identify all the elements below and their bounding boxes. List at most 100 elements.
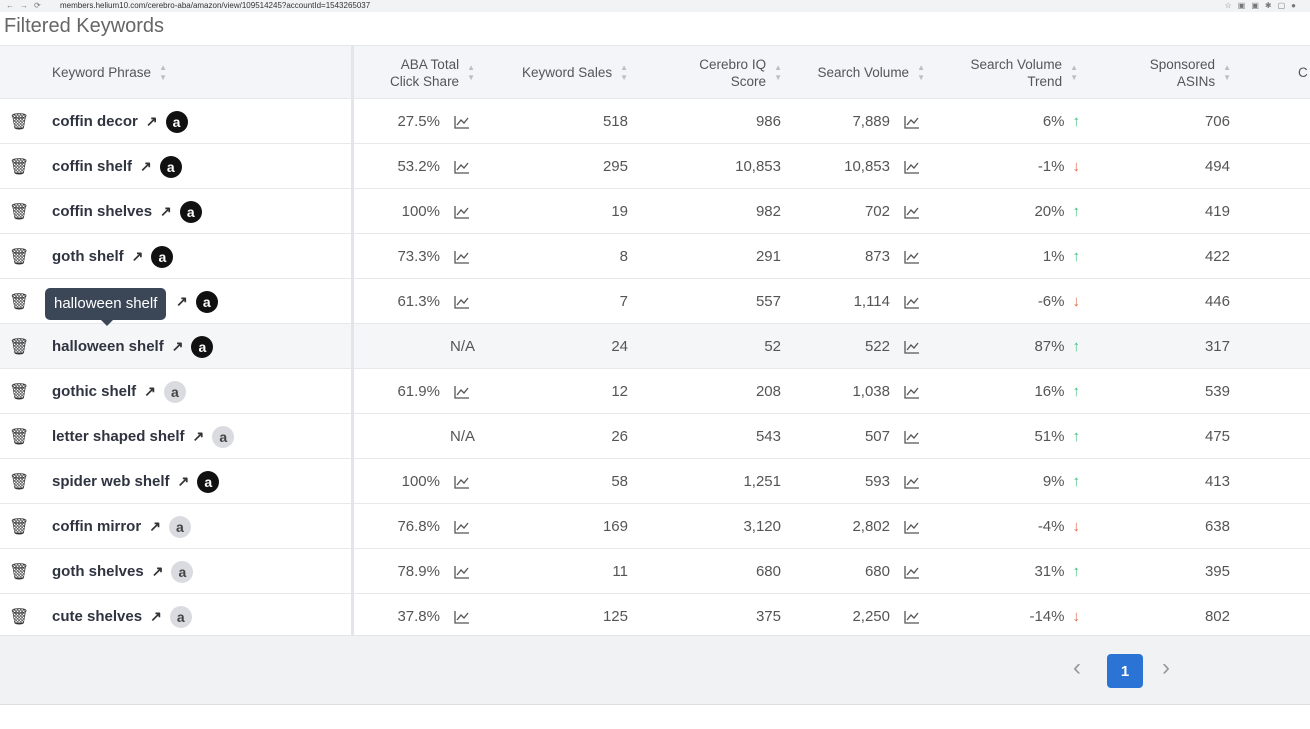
trend-chart-icon[interactable] xyxy=(454,295,470,309)
trend-chart-icon[interactable] xyxy=(904,205,920,219)
delete-icon[interactable]: 🗑︎ xyxy=(9,608,30,626)
arrow-up-icon: ↑ xyxy=(1072,473,1081,490)
sort-icon[interactable]: ▲ ▼ xyxy=(1070,62,1078,82)
delete-icon[interactable]: 🗑︎ xyxy=(9,338,30,356)
sort-icon[interactable]: ▲ ▼ xyxy=(620,62,628,82)
col-search-volume[interactable]: Search Volume ▲ ▼ xyxy=(818,46,925,99)
amazon-icon[interactable]: a xyxy=(195,290,218,313)
trend-chart-icon[interactable] xyxy=(454,565,470,579)
trend-chart-icon[interactable] xyxy=(454,205,470,219)
next-page-button[interactable]: › xyxy=(1162,654,1170,681)
keyword-sales: 518 xyxy=(602,113,628,130)
trend-chart-icon[interactable] xyxy=(904,115,920,129)
delete-icon[interactable]: 🗑︎ xyxy=(9,113,30,131)
trend-chart-icon[interactable] xyxy=(454,475,470,489)
col-next[interactable]: C xyxy=(1298,46,1308,99)
trend-chart-icon[interactable] xyxy=(454,520,470,534)
col-iq[interactable]: Cerebro IQ Score ▲ ▼ xyxy=(699,46,782,99)
col-aba[interactable]: ABA Total Click Share ▲ ▼ xyxy=(390,46,475,99)
keyword-text: cute shelves xyxy=(52,608,143,625)
amazon-icon[interactable]: a xyxy=(168,515,191,538)
external-link-icon[interactable]: ↗ xyxy=(171,338,184,354)
delete-icon[interactable]: 🗑︎ xyxy=(9,158,30,176)
trend-chart-icon[interactable] xyxy=(904,610,920,624)
external-link-icon[interactable]: ↗ xyxy=(150,608,162,624)
delete-icon[interactable]: 🗑︎ xyxy=(9,518,30,536)
search-volume-trend: -14% ↓ xyxy=(1029,608,1080,625)
trend-chart-icon[interactable] xyxy=(904,475,920,489)
keyword-sales: 24 xyxy=(611,338,628,355)
trend-chart-icon[interactable] xyxy=(904,565,920,579)
external-link-icon[interactable]: ↗ xyxy=(145,113,158,129)
keyword-sales: 12 xyxy=(611,383,628,400)
search-volume: 680 xyxy=(865,549,920,594)
keyword-cell: cute shelves ↗ a xyxy=(52,594,192,639)
external-link-icon[interactable]: ↗ xyxy=(192,428,205,444)
sort-icon[interactable]: ▲ ▼ xyxy=(1223,62,1231,82)
col-keyword[interactable]: Keyword Phrase ▲ ▼ xyxy=(52,46,167,99)
col-trend[interactable]: Search Volume Trend ▲ ▼ xyxy=(971,46,1078,99)
prev-page-button[interactable]: ‹ xyxy=(1073,654,1081,681)
col-label: Cerebro IQ Score xyxy=(699,56,767,89)
sort-icon[interactable]: ▲ ▼ xyxy=(467,62,475,82)
external-link-icon[interactable]: ↗ xyxy=(176,293,188,309)
col-sales[interactable]: Keyword Sales ▲ ▼ xyxy=(522,46,628,99)
amazon-icon[interactable]: a xyxy=(165,110,188,133)
amazon-icon[interactable]: a xyxy=(179,200,202,223)
arrow-down-icon: ↓ xyxy=(1072,158,1081,175)
trend-chart-icon[interactable] xyxy=(904,340,920,354)
amazon-icon[interactable]: a xyxy=(163,380,186,403)
delete-icon[interactable]: 🗑︎ xyxy=(9,563,30,581)
trend-chart-icon[interactable] xyxy=(454,160,470,174)
external-link-icon[interactable]: ↗ xyxy=(131,248,144,264)
trend-chart-icon[interactable] xyxy=(454,115,470,129)
amazon-icon[interactable]: a xyxy=(191,335,214,358)
trend-chart-icon[interactable] xyxy=(904,250,920,264)
trend-chart-icon[interactable] xyxy=(904,520,920,534)
external-link-icon[interactable]: ↗ xyxy=(177,473,190,489)
url-field[interactable]: members.helium10.com/cerebro-aba/amazon/… xyxy=(60,1,371,10)
amazon-icon[interactable]: a xyxy=(197,470,220,493)
extension-icons[interactable]: ☆▣▣✱▢● xyxy=(1224,1,1302,10)
col-label: ABA Total Click Share xyxy=(390,56,460,89)
external-link-icon[interactable]: ↗ xyxy=(144,383,156,399)
amazon-icon[interactable]: a xyxy=(171,560,194,583)
sponsored-asins: 446 xyxy=(1204,293,1230,310)
delete-icon[interactable]: 🗑︎ xyxy=(9,248,30,266)
col-label: C xyxy=(1298,65,1308,80)
amazon-icon[interactable]: a xyxy=(159,155,182,178)
trend-chart-icon[interactable] xyxy=(454,250,470,264)
arrow-up-icon: ↑ xyxy=(1072,563,1081,580)
external-link-icon[interactable]: ↗ xyxy=(149,518,161,534)
delete-icon[interactable]: 🗑︎ xyxy=(9,383,30,401)
sort-icon[interactable]: ▲ ▼ xyxy=(159,62,167,82)
trend-chart-icon[interactable] xyxy=(904,295,920,309)
amazon-icon[interactable]: a xyxy=(151,245,174,268)
sort-icon[interactable]: ▲ ▼ xyxy=(917,62,925,82)
delete-icon[interactable]: 🗑︎ xyxy=(9,293,30,311)
cerebro-iq-score: 543 xyxy=(755,428,781,445)
delete-icon[interactable]: 🗑︎ xyxy=(9,473,30,491)
search-volume: 2,250 xyxy=(852,594,920,639)
browser-nav-icons[interactable]: ←→⟳ xyxy=(6,1,47,10)
arrow-up-icon: ↑ xyxy=(1072,203,1081,220)
delete-icon[interactable]: 🗑︎ xyxy=(9,203,30,221)
trend-chart-icon[interactable] xyxy=(454,610,470,624)
trend-chart-icon[interactable] xyxy=(904,160,920,174)
page-1-button[interactable]: 1 xyxy=(1107,654,1143,688)
col-sponsored-asins[interactable]: Sponsored ASINs ▲ ▼ xyxy=(1150,46,1231,99)
trend-chart-icon[interactable] xyxy=(904,385,920,399)
external-link-icon[interactable]: ↗ xyxy=(160,203,172,219)
external-link-icon[interactable]: ↗ xyxy=(140,158,152,174)
sort-icon[interactable]: ▲ ▼ xyxy=(774,62,782,82)
amazon-icon[interactable]: a xyxy=(169,605,192,628)
aba-click-share: 73.3% xyxy=(397,234,470,279)
table-footer: ‹ 1 › xyxy=(0,635,1310,705)
external-link-icon[interactable]: ↗ xyxy=(151,563,164,579)
trend-chart-icon[interactable] xyxy=(904,430,920,444)
amazon-icon[interactable]: a xyxy=(212,425,235,448)
trend-chart-icon[interactable] xyxy=(454,385,470,399)
cerebro-iq-score: 1,251 xyxy=(743,473,781,490)
delete-icon[interactable]: 🗑︎ xyxy=(9,428,30,446)
search-volume: 7,889 xyxy=(852,99,920,144)
